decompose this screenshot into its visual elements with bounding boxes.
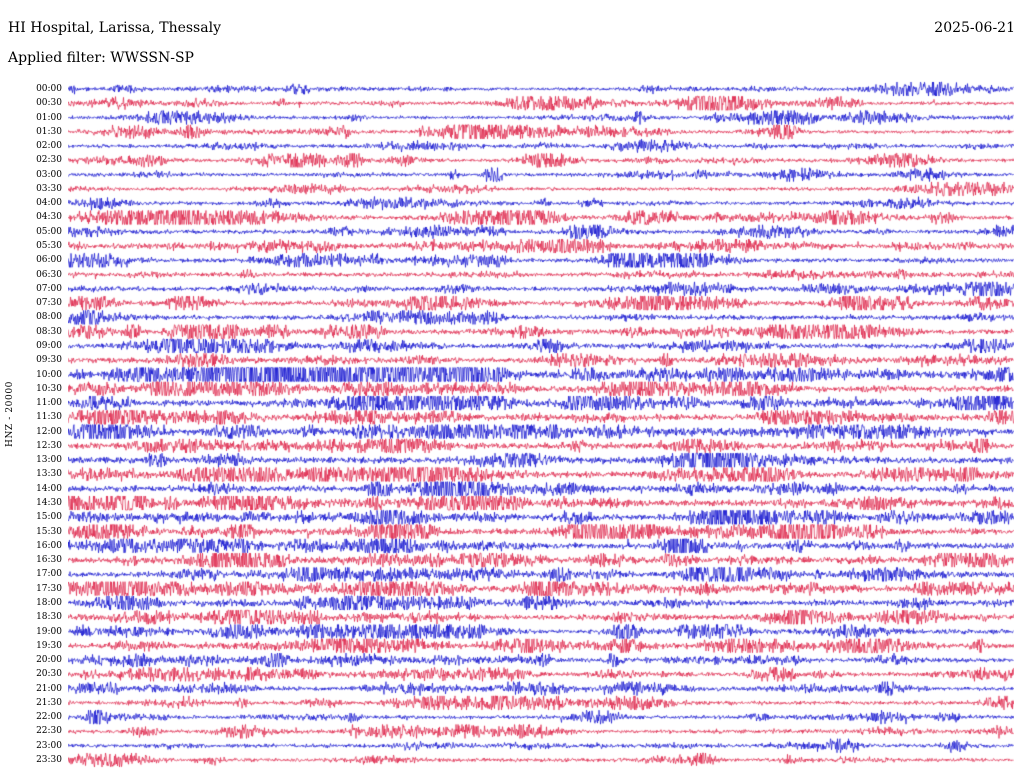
date-label: 2025-06-21 [934, 20, 1015, 36]
row-time-label: 17:30 [36, 583, 62, 594]
row-time-label: 23:30 [36, 755, 62, 765]
station-title: HI Hospital, Larissa, Thessaly [8, 20, 221, 36]
row-time-label: 07:30 [36, 298, 62, 309]
row-time-label: 06:00 [36, 255, 62, 266]
row-time-label: 01:30 [36, 126, 62, 137]
row-time-label: 05:30 [36, 241, 62, 252]
row-time-label: 18:30 [36, 612, 62, 623]
row-time-label: 01:00 [36, 112, 62, 123]
row-time-label: 17:00 [36, 569, 62, 580]
row-time-label: 14:30 [36, 498, 62, 509]
row-time-label: 10:00 [36, 369, 62, 380]
row-time-label: 08:00 [36, 312, 62, 323]
row-time-label: 05:00 [36, 226, 62, 237]
filter-label: Applied filter: WWSSN-SP [8, 50, 194, 66]
row-time-label: 22:00 [36, 712, 62, 723]
row-time-label: 12:30 [36, 440, 62, 451]
row-time-label: 03:00 [36, 169, 62, 180]
helicorder-canvas [68, 80, 1014, 772]
row-time-label: 15:00 [36, 512, 62, 523]
row-time-label: 16:00 [36, 540, 62, 551]
row-time-label: 04:00 [36, 198, 62, 209]
row-time-label: 07:00 [36, 283, 62, 294]
row-time-label: 09:00 [36, 340, 62, 351]
time-axis: 00:00 00:30 01:00 01:30 02:00 02:30 03:00 03:30… [0, 0, 64, 780]
row-time-label: 19:00 [36, 626, 62, 637]
row-time-label: 20:00 [36, 655, 62, 666]
row-time-label: 13:30 [36, 469, 62, 480]
row-time-label: 20:30 [36, 669, 62, 680]
row-time-label: 02:00 [36, 141, 62, 152]
row-time-label: 21:00 [36, 683, 62, 694]
row-time-label: 02:30 [36, 155, 62, 166]
row-time-label: 14:00 [36, 483, 62, 494]
row-time-label: 00:00 [36, 84, 62, 94]
row-time-label: 09:30 [36, 355, 62, 366]
row-time-label: 06:30 [36, 269, 62, 280]
row-time-label: 11:00 [36, 398, 62, 409]
row-time-label: 00:30 [36, 98, 62, 109]
row-time-label: 19:30 [36, 640, 62, 651]
row-time-label: 16:30 [36, 555, 62, 566]
row-time-label: 04:30 [36, 212, 62, 223]
row-time-label: 12:00 [36, 426, 62, 437]
row-time-label: 03:30 [36, 183, 62, 194]
row-time-label: 18:00 [36, 597, 62, 608]
row-time-label: 08:30 [36, 326, 62, 337]
row-time-label: 21:30 [36, 697, 62, 708]
row-time-label: 11:30 [36, 412, 62, 423]
row-time-label: 10:30 [36, 383, 62, 394]
row-time-label: 15:30 [36, 526, 62, 537]
row-time-label: 23:00 [36, 740, 62, 751]
row-time-label: 13:00 [36, 455, 62, 466]
row-time-label: 22:30 [36, 726, 62, 737]
